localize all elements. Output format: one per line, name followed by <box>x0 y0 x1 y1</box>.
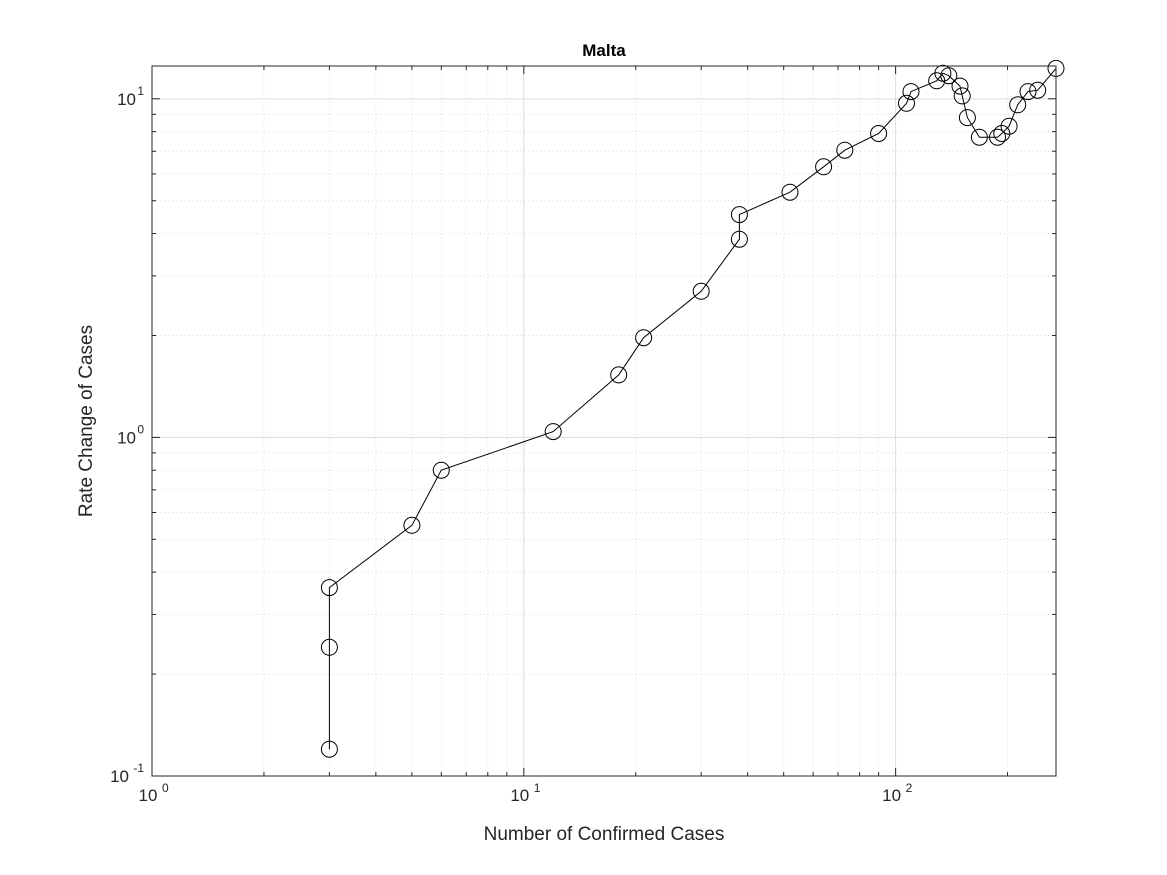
data-point <box>635 329 653 347</box>
x-tick-label: 10 <box>510 786 529 805</box>
data-point <box>692 282 710 300</box>
data-point <box>730 230 748 248</box>
y-tick-label-exponent: 1 <box>137 84 144 98</box>
x-tick-label: 10 <box>882 786 901 805</box>
data-point <box>320 740 338 758</box>
data-point <box>951 77 969 95</box>
data-point <box>1009 96 1027 114</box>
data-point <box>1019 83 1037 101</box>
y-tick-label: 10 <box>110 767 129 786</box>
data-point <box>958 109 976 127</box>
data-point <box>432 461 450 479</box>
plot-area <box>152 66 1056 776</box>
data-point <box>836 141 854 159</box>
data-point <box>940 67 958 85</box>
data-point <box>815 158 833 176</box>
data-point <box>320 579 338 597</box>
x-tick-label-exponent: 0 <box>162 781 169 795</box>
data-point <box>403 516 421 534</box>
data-point <box>781 183 799 201</box>
data-point <box>953 87 971 105</box>
chart-title: Malta <box>582 41 626 60</box>
data-point <box>898 94 915 112</box>
series-line <box>328 68 1057 750</box>
data-point <box>902 83 920 101</box>
y-tick-label-exponent: 0 <box>137 422 144 436</box>
plot-frame <box>151 65 1057 777</box>
x-tick-label-exponent: 2 <box>906 781 913 795</box>
data-point <box>544 423 562 441</box>
data-point <box>870 125 888 142</box>
y-tick-label: 10 <box>117 90 136 109</box>
series <box>320 59 1065 758</box>
data-point <box>1029 81 1047 99</box>
x-tick-label-exponent: 1 <box>534 781 541 795</box>
data-point <box>730 206 748 224</box>
y-tick-label: 10 <box>117 428 136 447</box>
y-tick-label-exponent: -1 <box>133 761 144 775</box>
data-point <box>1000 117 1018 135</box>
data-point <box>970 128 988 146</box>
data-point <box>610 366 628 384</box>
x-tick-label: 10 <box>139 786 158 805</box>
y-axis-label: Rate Change of Cases <box>76 325 97 517</box>
data-point <box>993 125 1011 142</box>
data-point <box>320 638 338 656</box>
data-point <box>989 128 1006 146</box>
grid <box>152 66 1056 776</box>
x-axis-label: Number of Confirmed Cases <box>484 824 725 845</box>
